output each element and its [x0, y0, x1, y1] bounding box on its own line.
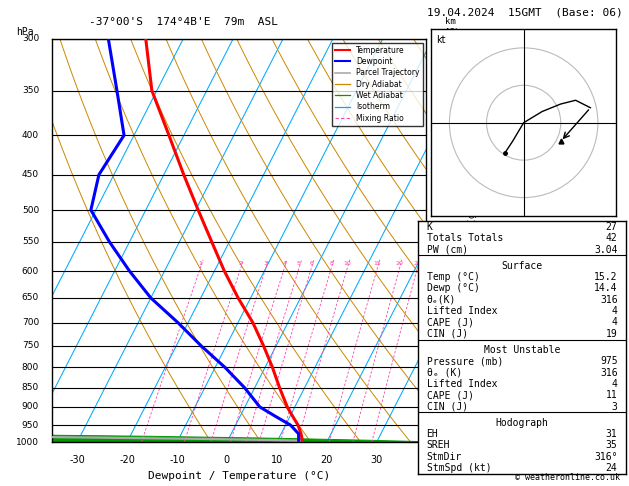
Text: 15.2: 15.2 [594, 272, 618, 282]
Text: 10: 10 [343, 261, 351, 266]
Text: 4: 4 [611, 317, 618, 328]
Text: 27: 27 [606, 222, 618, 232]
Text: 8: 8 [330, 261, 333, 266]
Text: 42: 42 [606, 233, 618, 243]
Text: EH: EH [426, 429, 438, 439]
Text: 3.04: 3.04 [594, 244, 618, 255]
Text: 750: 750 [22, 341, 39, 350]
Text: 5: 5 [433, 238, 439, 246]
Text: 900: 900 [22, 402, 39, 412]
Text: 20: 20 [396, 261, 403, 266]
Text: © weatheronline.co.uk: © weatheronline.co.uk [515, 473, 620, 482]
Text: 400: 400 [22, 131, 39, 140]
Text: 650: 650 [22, 294, 39, 302]
Text: 4: 4 [282, 261, 286, 266]
Text: 316: 316 [600, 295, 618, 305]
Legend: Temperature, Dewpoint, Parcel Trajectory, Dry Adiabat, Wet Adiabat, Isotherm, Mi: Temperature, Dewpoint, Parcel Trajectory… [331, 43, 423, 125]
Text: 550: 550 [22, 238, 39, 246]
Text: 316°: 316° [594, 452, 618, 462]
Text: -30: -30 [69, 455, 85, 465]
Text: 3: 3 [611, 402, 618, 412]
Text: 7: 7 [433, 86, 439, 95]
Text: Mixing Ratio (g/kg): Mixing Ratio (g/kg) [467, 193, 477, 288]
Text: 2: 2 [433, 363, 439, 372]
Text: Dewp (°C): Dewp (°C) [426, 283, 479, 293]
Text: hPa: hPa [16, 27, 34, 37]
Text: 30: 30 [370, 455, 382, 465]
Text: PW (cm): PW (cm) [426, 244, 468, 255]
Text: LCL: LCL [433, 438, 450, 447]
Text: Pressure (mb): Pressure (mb) [426, 356, 503, 366]
Text: 3: 3 [264, 261, 268, 266]
Text: 316: 316 [600, 367, 618, 378]
Text: StmDir: StmDir [426, 452, 462, 462]
Text: 11: 11 [606, 390, 618, 400]
Text: θₑ (K): θₑ (K) [426, 367, 462, 378]
Text: Lifted Index: Lifted Index [426, 306, 497, 316]
Text: 35: 35 [606, 440, 618, 451]
Text: -37°00'S  174°4B'E  79m  ASL: -37°00'S 174°4B'E 79m ASL [89, 17, 277, 27]
Text: CIN (J): CIN (J) [426, 402, 468, 412]
Text: 350: 350 [22, 86, 39, 95]
Text: 31: 31 [606, 429, 618, 439]
Text: 600: 600 [22, 267, 39, 276]
Text: 40: 40 [420, 455, 433, 465]
Text: 500: 500 [22, 206, 39, 214]
Text: km
ASL: km ASL [445, 17, 461, 37]
Text: SREH: SREH [426, 440, 450, 451]
Text: 450: 450 [22, 170, 39, 179]
Text: 25: 25 [413, 261, 421, 266]
Text: 4: 4 [611, 306, 618, 316]
Text: 6: 6 [309, 261, 313, 266]
Text: 6: 6 [433, 206, 439, 214]
Text: 2: 2 [238, 261, 243, 266]
Text: Temp (°C): Temp (°C) [426, 272, 479, 282]
Text: CAPE (J): CAPE (J) [426, 390, 474, 400]
Text: CIN (J): CIN (J) [426, 329, 468, 339]
Text: Lifted Index: Lifted Index [426, 379, 497, 389]
Text: 24: 24 [606, 463, 618, 473]
Text: kt: kt [437, 35, 446, 45]
Text: 20: 20 [320, 455, 333, 465]
Text: Dewpoint / Temperature (°C): Dewpoint / Temperature (°C) [148, 471, 330, 481]
Text: 8: 8 [433, 35, 439, 43]
Text: 300: 300 [22, 35, 39, 43]
Text: 4: 4 [611, 379, 618, 389]
Text: θₑ(K): θₑ(K) [426, 295, 456, 305]
Text: Totals Totals: Totals Totals [426, 233, 503, 243]
Text: 3: 3 [433, 318, 439, 327]
Text: Hodograph: Hodograph [496, 417, 548, 428]
Text: 850: 850 [22, 383, 39, 392]
Text: 14.4: 14.4 [594, 283, 618, 293]
Text: K: K [426, 222, 433, 232]
Text: 1000: 1000 [16, 438, 39, 447]
Text: -10: -10 [169, 455, 185, 465]
Text: 800: 800 [22, 363, 39, 372]
Text: 10: 10 [270, 455, 283, 465]
Text: -20: -20 [119, 455, 135, 465]
Text: 700: 700 [22, 318, 39, 327]
Text: 1: 1 [433, 402, 439, 412]
Text: StmSpd (kt): StmSpd (kt) [426, 463, 491, 473]
Text: 975: 975 [600, 356, 618, 366]
Text: 1: 1 [198, 261, 202, 266]
Text: 5: 5 [297, 261, 301, 266]
Text: Most Unstable: Most Unstable [484, 345, 560, 355]
Text: 950: 950 [22, 420, 39, 430]
Text: CAPE (J): CAPE (J) [426, 317, 474, 328]
Text: 0: 0 [224, 455, 230, 465]
Text: 4: 4 [433, 267, 439, 276]
Text: 15: 15 [374, 261, 381, 266]
Text: Surface: Surface [501, 260, 543, 271]
Text: 19.04.2024  15GMT  (Base: 06): 19.04.2024 15GMT (Base: 06) [427, 7, 623, 17]
Text: 19: 19 [606, 329, 618, 339]
